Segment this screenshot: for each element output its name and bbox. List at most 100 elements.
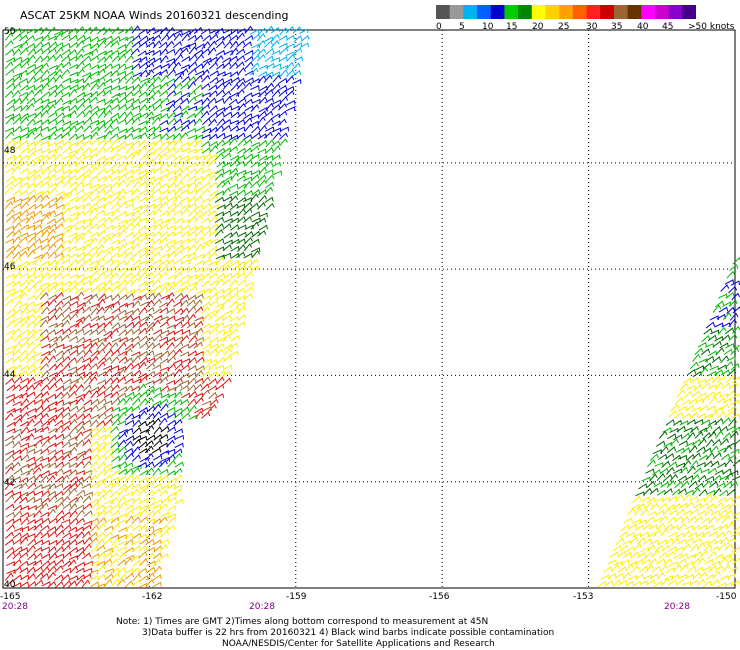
wind-barb <box>187 81 197 90</box>
wind-barb <box>54 89 64 98</box>
wind-barb <box>138 350 149 357</box>
wind-barb <box>19 246 30 252</box>
wind-barb <box>180 245 190 252</box>
wind-barb <box>152 552 162 560</box>
wind-barb <box>34 579 44 587</box>
wind-barb <box>109 69 120 77</box>
wind-barb <box>34 405 44 412</box>
wind-barb <box>89 36 99 43</box>
wind-barb <box>125 321 135 329</box>
wind-barb <box>222 377 232 386</box>
wind-barb <box>663 558 673 566</box>
wind-barb <box>46 273 57 280</box>
wind-barb <box>18 236 28 244</box>
wind-barb <box>173 391 183 399</box>
wind-barb <box>97 337 107 343</box>
wind-barb <box>69 236 78 244</box>
wind-barb <box>104 447 114 455</box>
wind-barb <box>230 265 240 272</box>
wind-barb <box>39 160 49 168</box>
wind-barb <box>152 527 162 533</box>
wind-barb <box>62 511 72 518</box>
wind-barb <box>116 154 127 161</box>
wind-barb <box>637 552 647 559</box>
wind-barb <box>81 55 91 63</box>
wind-barb <box>652 529 662 538</box>
wind-barb <box>729 566 739 573</box>
wind-barb <box>145 510 155 518</box>
wind-barb <box>138 551 148 559</box>
wind-barb <box>69 84 79 90</box>
wind-barb <box>12 251 22 260</box>
wind-barb <box>698 571 708 579</box>
wind-barb <box>708 531 718 538</box>
wind-barb <box>4 412 14 421</box>
wind-barb <box>25 89 35 98</box>
wind-barb <box>89 363 99 371</box>
wind-barb <box>707 550 717 559</box>
wind-barb <box>137 420 148 428</box>
wind-barb <box>75 263 85 272</box>
wind-barb <box>20 320 29 328</box>
wind-barb <box>47 76 56 85</box>
wind-barb <box>265 126 275 132</box>
wind-barb <box>715 347 725 356</box>
wind-barb <box>54 565 64 573</box>
wind-barb <box>166 386 177 392</box>
wind-barb <box>124 35 134 41</box>
wind-barb <box>137 488 147 497</box>
wind-barb <box>277 84 288 91</box>
wind-barb <box>701 382 711 390</box>
wind-barb <box>174 474 183 483</box>
wind-barb <box>76 450 86 456</box>
wind-barb <box>166 483 176 489</box>
wind-barb <box>151 188 162 195</box>
wind-barb <box>89 537 99 545</box>
wind-barb <box>96 286 106 294</box>
wind-barb <box>75 397 85 405</box>
wind-barb <box>20 463 30 470</box>
wind-barb <box>215 383 225 391</box>
legend-tick-label: 5 <box>459 22 465 32</box>
wind-barb <box>236 40 246 48</box>
wind-barb <box>152 371 162 378</box>
wind-barb <box>193 383 203 391</box>
wind-barb <box>201 60 211 69</box>
wind-barb <box>26 272 36 280</box>
wind-barb <box>714 501 724 510</box>
wind-barb <box>88 371 98 378</box>
wind-barb <box>33 552 43 560</box>
wind-barb <box>26 533 36 539</box>
wind-barb <box>229 167 239 176</box>
wind-barb <box>186 119 196 127</box>
wind-barb <box>173 348 183 357</box>
wind-barb <box>174 180 184 189</box>
wind-barb <box>237 264 247 273</box>
wind-barb <box>686 431 696 441</box>
wind-barb <box>194 410 204 419</box>
wind-barb <box>714 553 724 560</box>
wind-barb <box>33 111 43 119</box>
wind-barb <box>103 250 112 259</box>
wind-barb <box>668 461 678 468</box>
wind-barb <box>716 482 726 488</box>
wind-barb <box>26 28 36 35</box>
wind-barb <box>181 158 190 168</box>
wind-barb <box>202 229 212 238</box>
wind-barb <box>97 371 107 378</box>
wind-barb <box>244 230 254 238</box>
wind-barb <box>208 403 217 412</box>
wind-barb <box>641 558 651 565</box>
wind-barb <box>76 405 86 413</box>
wind-barb <box>607 559 617 565</box>
wind-barb <box>236 189 246 196</box>
wind-barb <box>724 279 735 285</box>
wind-barb <box>47 407 57 413</box>
wind-barb <box>12 72 23 78</box>
wind-barb <box>33 209 43 217</box>
wind-barb <box>102 160 112 168</box>
wind-barb <box>117 495 127 505</box>
wind-barb <box>648 524 658 530</box>
wind-barb <box>97 56 107 64</box>
